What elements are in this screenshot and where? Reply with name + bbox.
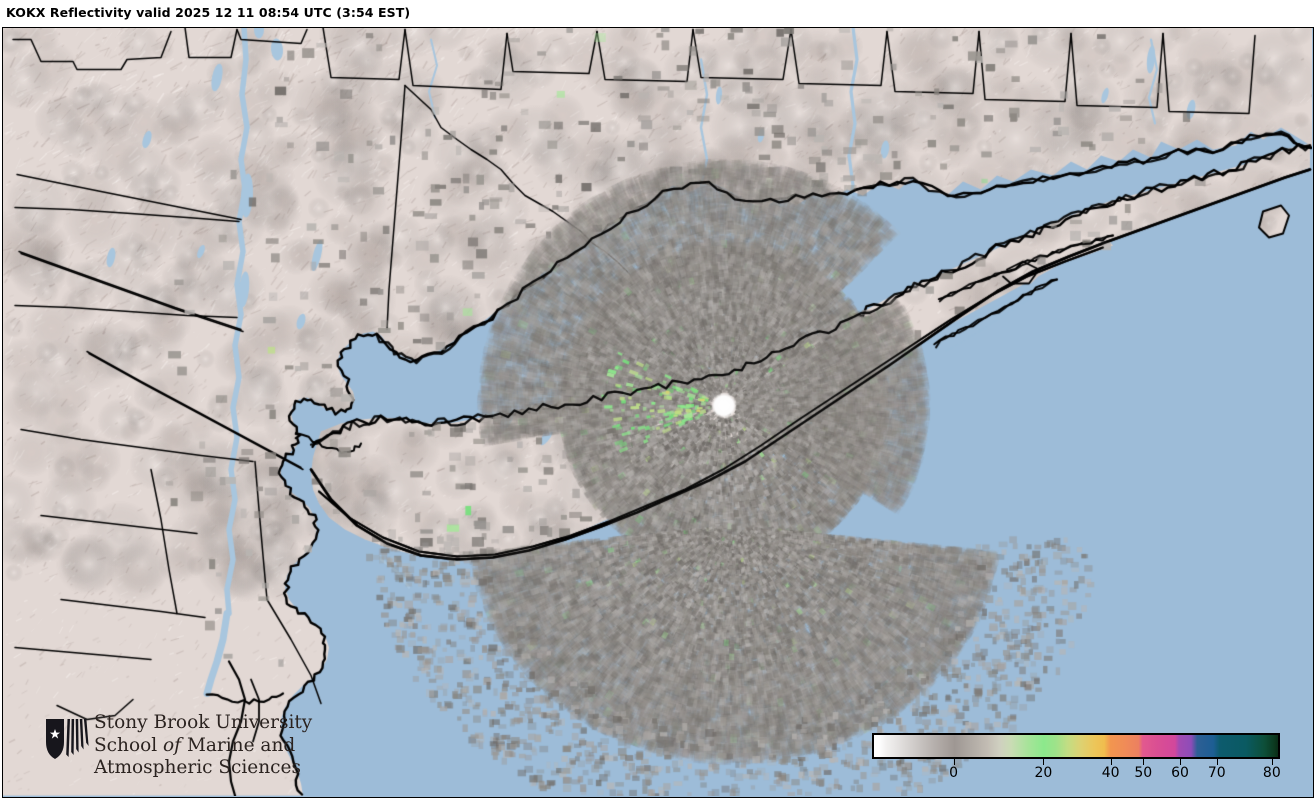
colorbar-tick-label: 70 <box>1207 765 1226 781</box>
colorbar-tick <box>953 759 955 765</box>
colorbar-gradient <box>872 733 1280 759</box>
colorbar-tick <box>1216 759 1218 765</box>
radar-map-frame[interactable] <box>2 27 1314 798</box>
colorbar-tick <box>1180 759 1182 765</box>
colorbar-tick-label: 40 <box>1101 765 1120 781</box>
colorbar-tick-label: 50 <box>1134 765 1153 781</box>
reflectivity-colorbar: 0 20 40 50 60 70 80 <box>872 733 1281 789</box>
colorbar-tick <box>1110 759 1112 765</box>
colorbar-tick <box>1271 759 1273 765</box>
colorbar-tick <box>1043 759 1045 765</box>
radar-map-canvas[interactable] <box>3 28 1312 796</box>
colorbar-tick <box>1143 759 1145 765</box>
header-bar: KOKX Reflectivity valid 2025 12 11 08:54… <box>0 0 1316 27</box>
page-title: KOKX Reflectivity valid 2025 12 11 08:54… <box>6 5 411 20</box>
colorbar-tick-label: 0 <box>949 765 959 781</box>
colorbar-tick-label: 20 <box>1034 765 1053 781</box>
colorbar-tick-label: 60 <box>1171 765 1189 781</box>
colorbar-tick-label: 80 <box>1262 765 1281 781</box>
